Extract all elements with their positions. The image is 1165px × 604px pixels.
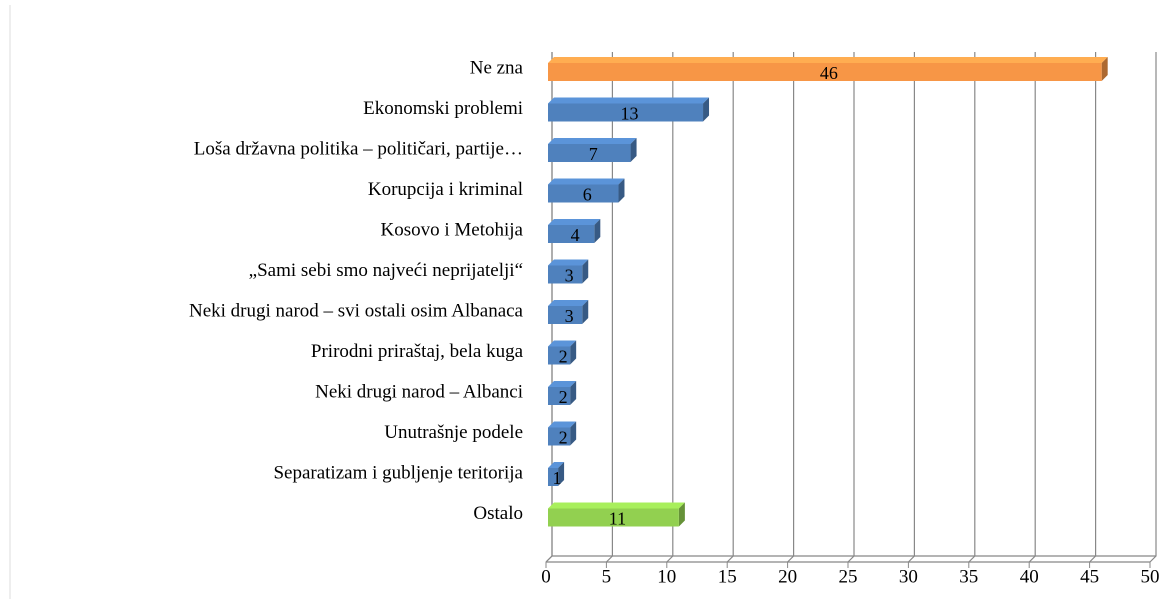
grid-line <box>907 52 916 563</box>
x-tick-label: 15 <box>718 566 737 587</box>
data-label: 7 <box>589 144 598 164</box>
category-label: Prirodni priraštaj, bela kuga <box>311 341 524 362</box>
grid-line <box>726 52 734 563</box>
bar-side <box>1101 57 1108 81</box>
bar <box>548 468 559 486</box>
category-label: Ekonomski problemi <box>363 98 523 119</box>
bar-side <box>582 259 589 284</box>
bar-side <box>630 138 637 162</box>
category-label: „Sami sebi smo najveći neprijatelji“ <box>249 260 523 281</box>
grid-line <box>847 52 855 563</box>
x-tick-label: 25 <box>839 566 858 587</box>
grid-line <box>787 52 795 563</box>
data-label: 6 <box>583 185 592 205</box>
bar-top <box>548 138 637 144</box>
x-tick-label: 0 <box>541 566 551 587</box>
data-label: 3 <box>565 266 574 286</box>
bar <box>548 387 571 405</box>
bar <box>548 103 704 122</box>
x-tick-label: 50 <box>1141 566 1160 587</box>
bar-top <box>548 340 577 347</box>
x-tick-label: 10 <box>657 566 676 587</box>
bar-top <box>548 57 1108 63</box>
bar <box>548 306 583 324</box>
bar-side <box>570 340 577 365</box>
bar-top <box>548 219 601 225</box>
data-label: 2 <box>559 387 568 407</box>
category-label: Unutrašnje podele <box>384 422 523 443</box>
bar-side <box>570 421 577 446</box>
bar-side <box>594 219 601 243</box>
x-tick-label: 30 <box>899 566 918 587</box>
data-label: 46 <box>820 63 838 83</box>
category-label: Neki drugi narod – svi ostali osim Alban… <box>189 300 524 321</box>
bar-top <box>548 381 577 387</box>
bar-side <box>558 462 565 486</box>
data-label: 2 <box>559 347 568 367</box>
grid-line <box>1028 52 1036 563</box>
data-label: 11 <box>609 509 626 529</box>
grid-line <box>605 52 614 563</box>
x-tick-label: 40 <box>1020 566 1039 587</box>
grid-line <box>545 52 553 563</box>
bar-side <box>582 300 589 324</box>
bar-side <box>703 97 710 122</box>
x-tick-label: 35 <box>959 566 978 587</box>
bar-top <box>548 259 589 266</box>
x-tick-label: 20 <box>778 566 797 587</box>
data-label: 3 <box>565 306 574 326</box>
bar <box>548 63 1102 81</box>
grid-line <box>968 52 976 563</box>
data-label: 13 <box>621 104 639 124</box>
bar-top <box>548 97 710 104</box>
category-label: Separatizam i gubljenje teritorija <box>273 462 523 483</box>
bar <box>548 508 679 527</box>
bar <box>548 265 583 284</box>
category-label: Ostalo <box>473 503 523 524</box>
grid-line <box>666 52 674 563</box>
bar <box>548 346 571 365</box>
category-label: Ne zna <box>470 57 524 78</box>
bar-side <box>618 178 625 203</box>
bar <box>548 184 619 203</box>
category-label: Korupcija i kriminal <box>368 179 523 200</box>
bar <box>548 225 595 243</box>
bar <box>548 144 631 162</box>
x-tick-label: 5 <box>602 566 612 587</box>
x-tick-label: 45 <box>1080 566 1099 587</box>
data-label: 2 <box>559 428 568 448</box>
bar-top <box>548 462 565 468</box>
data-label: 1 <box>553 468 562 488</box>
bar-side <box>678 502 685 527</box>
bar-top <box>548 421 577 428</box>
category-label: Kosovo i Metohija <box>381 219 524 240</box>
grid-line <box>1089 52 1097 563</box>
grid-line <box>1149 52 1157 563</box>
bar-top <box>548 300 589 306</box>
category-label: Neki drugi narod – Albanci <box>315 381 523 402</box>
bar <box>548 427 571 446</box>
category-label: Loša državna politika – političari, part… <box>194 138 523 159</box>
bar-top <box>548 178 625 185</box>
bar-top <box>548 502 685 509</box>
data-label: 4 <box>571 225 580 245</box>
bar-side <box>570 381 577 405</box>
